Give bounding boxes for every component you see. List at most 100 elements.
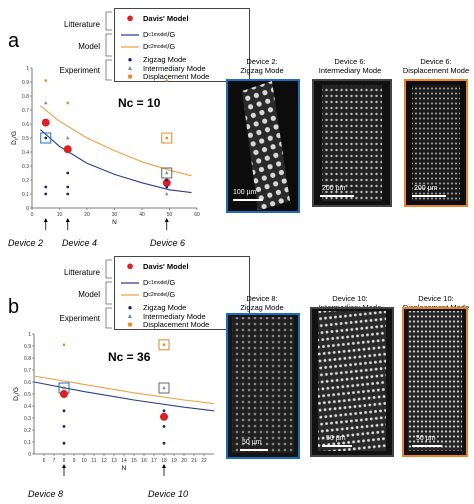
displacement-point <box>162 343 166 346</box>
zigzag-point <box>162 425 166 428</box>
x-tick-label: 14 <box>121 458 127 464</box>
micrograph-pattern <box>228 81 298 211</box>
scale-label: 200 µm <box>414 185 438 192</box>
zigzag-point <box>62 441 66 445</box>
x-tick-label: 6 <box>43 458 46 464</box>
davis-point <box>160 412 168 421</box>
x-tick-label: 50 <box>167 212 173 218</box>
micrograph-device-6-displacement: 200 µm <box>404 79 468 207</box>
y-axis-label-sub: c <box>14 137 19 140</box>
y-axis-label-tail: /G <box>11 131 18 138</box>
intermediary-point <box>43 101 48 105</box>
legend-item: ■ Displacement Mode <box>127 320 210 329</box>
x-tick-label: 8 <box>63 458 66 464</box>
y-tick-label: 0.1 <box>24 440 31 446</box>
nc-label: Nc = 10 <box>118 96 161 110</box>
zigzag-point <box>162 441 166 445</box>
device-arrow-head <box>43 218 48 222</box>
zigzag-point <box>44 192 48 196</box>
x-tick-label: 10 <box>57 212 63 218</box>
device-arrow-head <box>162 464 166 468</box>
y-tick-label: 0 <box>28 452 31 458</box>
device-label: Device 2 <box>8 238 44 248</box>
y-axis-label-tail: /G <box>13 387 20 394</box>
x-tick-label: 18 <box>161 458 167 464</box>
legend-category: Experiment <box>59 314 100 323</box>
micrograph-device-10-intermediary: 50 µm <box>310 307 394 457</box>
intermediary-point <box>164 192 169 196</box>
x-tick-label: 0 <box>31 212 34 218</box>
legend-bracket <box>105 11 112 81</box>
y-tick-label: 0.3 <box>22 164 29 170</box>
legend-item: ▲ Intermediary Mode <box>126 312 206 321</box>
legend-item: ▲ Intermediary Mode <box>126 64 206 73</box>
device-label: Device 4 <box>62 238 98 248</box>
scale-label: 200 µm <box>322 185 346 192</box>
panel-letter-a: a <box>8 30 20 52</box>
model-curve <box>33 381 215 412</box>
davis-point <box>162 178 171 187</box>
legend-category: Experiment <box>59 66 100 75</box>
x-tick-label: 20 <box>84 212 90 218</box>
zigzag-point <box>62 425 66 428</box>
scale-label: 50 µm <box>326 435 346 442</box>
panel-letter-b: b <box>8 296 20 318</box>
y-tick-label: 0.2 <box>24 428 31 434</box>
highlight-box <box>161 132 173 144</box>
zigzag-point <box>66 192 70 196</box>
x-tick-label: 20 <box>181 458 187 464</box>
scale-label: 50 µm <box>242 439 262 446</box>
x-tick-label: 9 <box>73 458 76 464</box>
y-tick-label: 1 <box>26 66 29 72</box>
device-label: Device 8 <box>28 489 64 499</box>
micrograph-device-6-intermediary: 200 µm <box>312 79 392 207</box>
highlight-box <box>158 382 170 394</box>
micrograph-pattern <box>404 309 466 455</box>
micrograph-pattern <box>406 81 466 205</box>
intermediary-point <box>164 171 169 175</box>
legend-a: Litterature Model Experiment ● Davis' Mod… <box>40 8 250 82</box>
y-tick-label: 0.9 <box>24 344 31 350</box>
y-axis-label: Dc/G <box>13 387 21 401</box>
x-tick-label: 40 <box>139 212 145 218</box>
model-curve <box>39 105 192 177</box>
y-tick-label: 0 <box>26 206 29 212</box>
y-tick-label: 0.6 <box>22 122 29 128</box>
micrograph-pattern <box>228 315 298 457</box>
x-axis-label: N <box>112 219 117 226</box>
displacement-point <box>165 136 168 140</box>
x-tick-label: 10 <box>81 458 87 464</box>
legend-item: ● Zigzag Mode <box>127 55 187 64</box>
scale-label: 100 µm <box>233 189 257 196</box>
zigzag-point <box>66 185 70 189</box>
chart-b: 00.10.20.30.40.50.60.70.80.916 7 8 9 10 11 12 1… <box>13 332 215 476</box>
model-curve <box>33 375 215 405</box>
micrograph-pattern <box>312 309 392 455</box>
y-tick-label: 0.5 <box>22 136 29 142</box>
image-caption: Device 6: Displacement Mode <box>402 57 470 75</box>
model-curve <box>39 129 192 194</box>
x-tick-label: 21 <box>191 458 197 464</box>
image-caption: Device 6: Intermediary Mode <box>318 57 382 75</box>
image-caption: Device 8: Zigzag Mode <box>240 294 284 312</box>
y-tick-label: 0.4 <box>22 150 29 156</box>
scale-bar <box>320 195 354 197</box>
zigzag-point <box>165 185 169 189</box>
zigzag-point <box>162 409 166 413</box>
y-tick-label: 0.9 <box>22 80 29 86</box>
highlight-box <box>40 132 52 144</box>
scale-bar <box>233 199 263 201</box>
x-tick-label: 60 <box>194 212 200 218</box>
y-tick-label: 0.4 <box>24 404 31 410</box>
y-tick-label: 0.6 <box>24 380 31 386</box>
device-arrow-head <box>65 218 70 222</box>
legend-item: ■ Displacement Mode <box>127 72 210 81</box>
y-axis-label: Dc/G <box>11 131 19 145</box>
scale-label: 50 µm <box>416 435 436 442</box>
legend-category: Model <box>78 290 100 299</box>
displacement-point <box>62 343 66 346</box>
